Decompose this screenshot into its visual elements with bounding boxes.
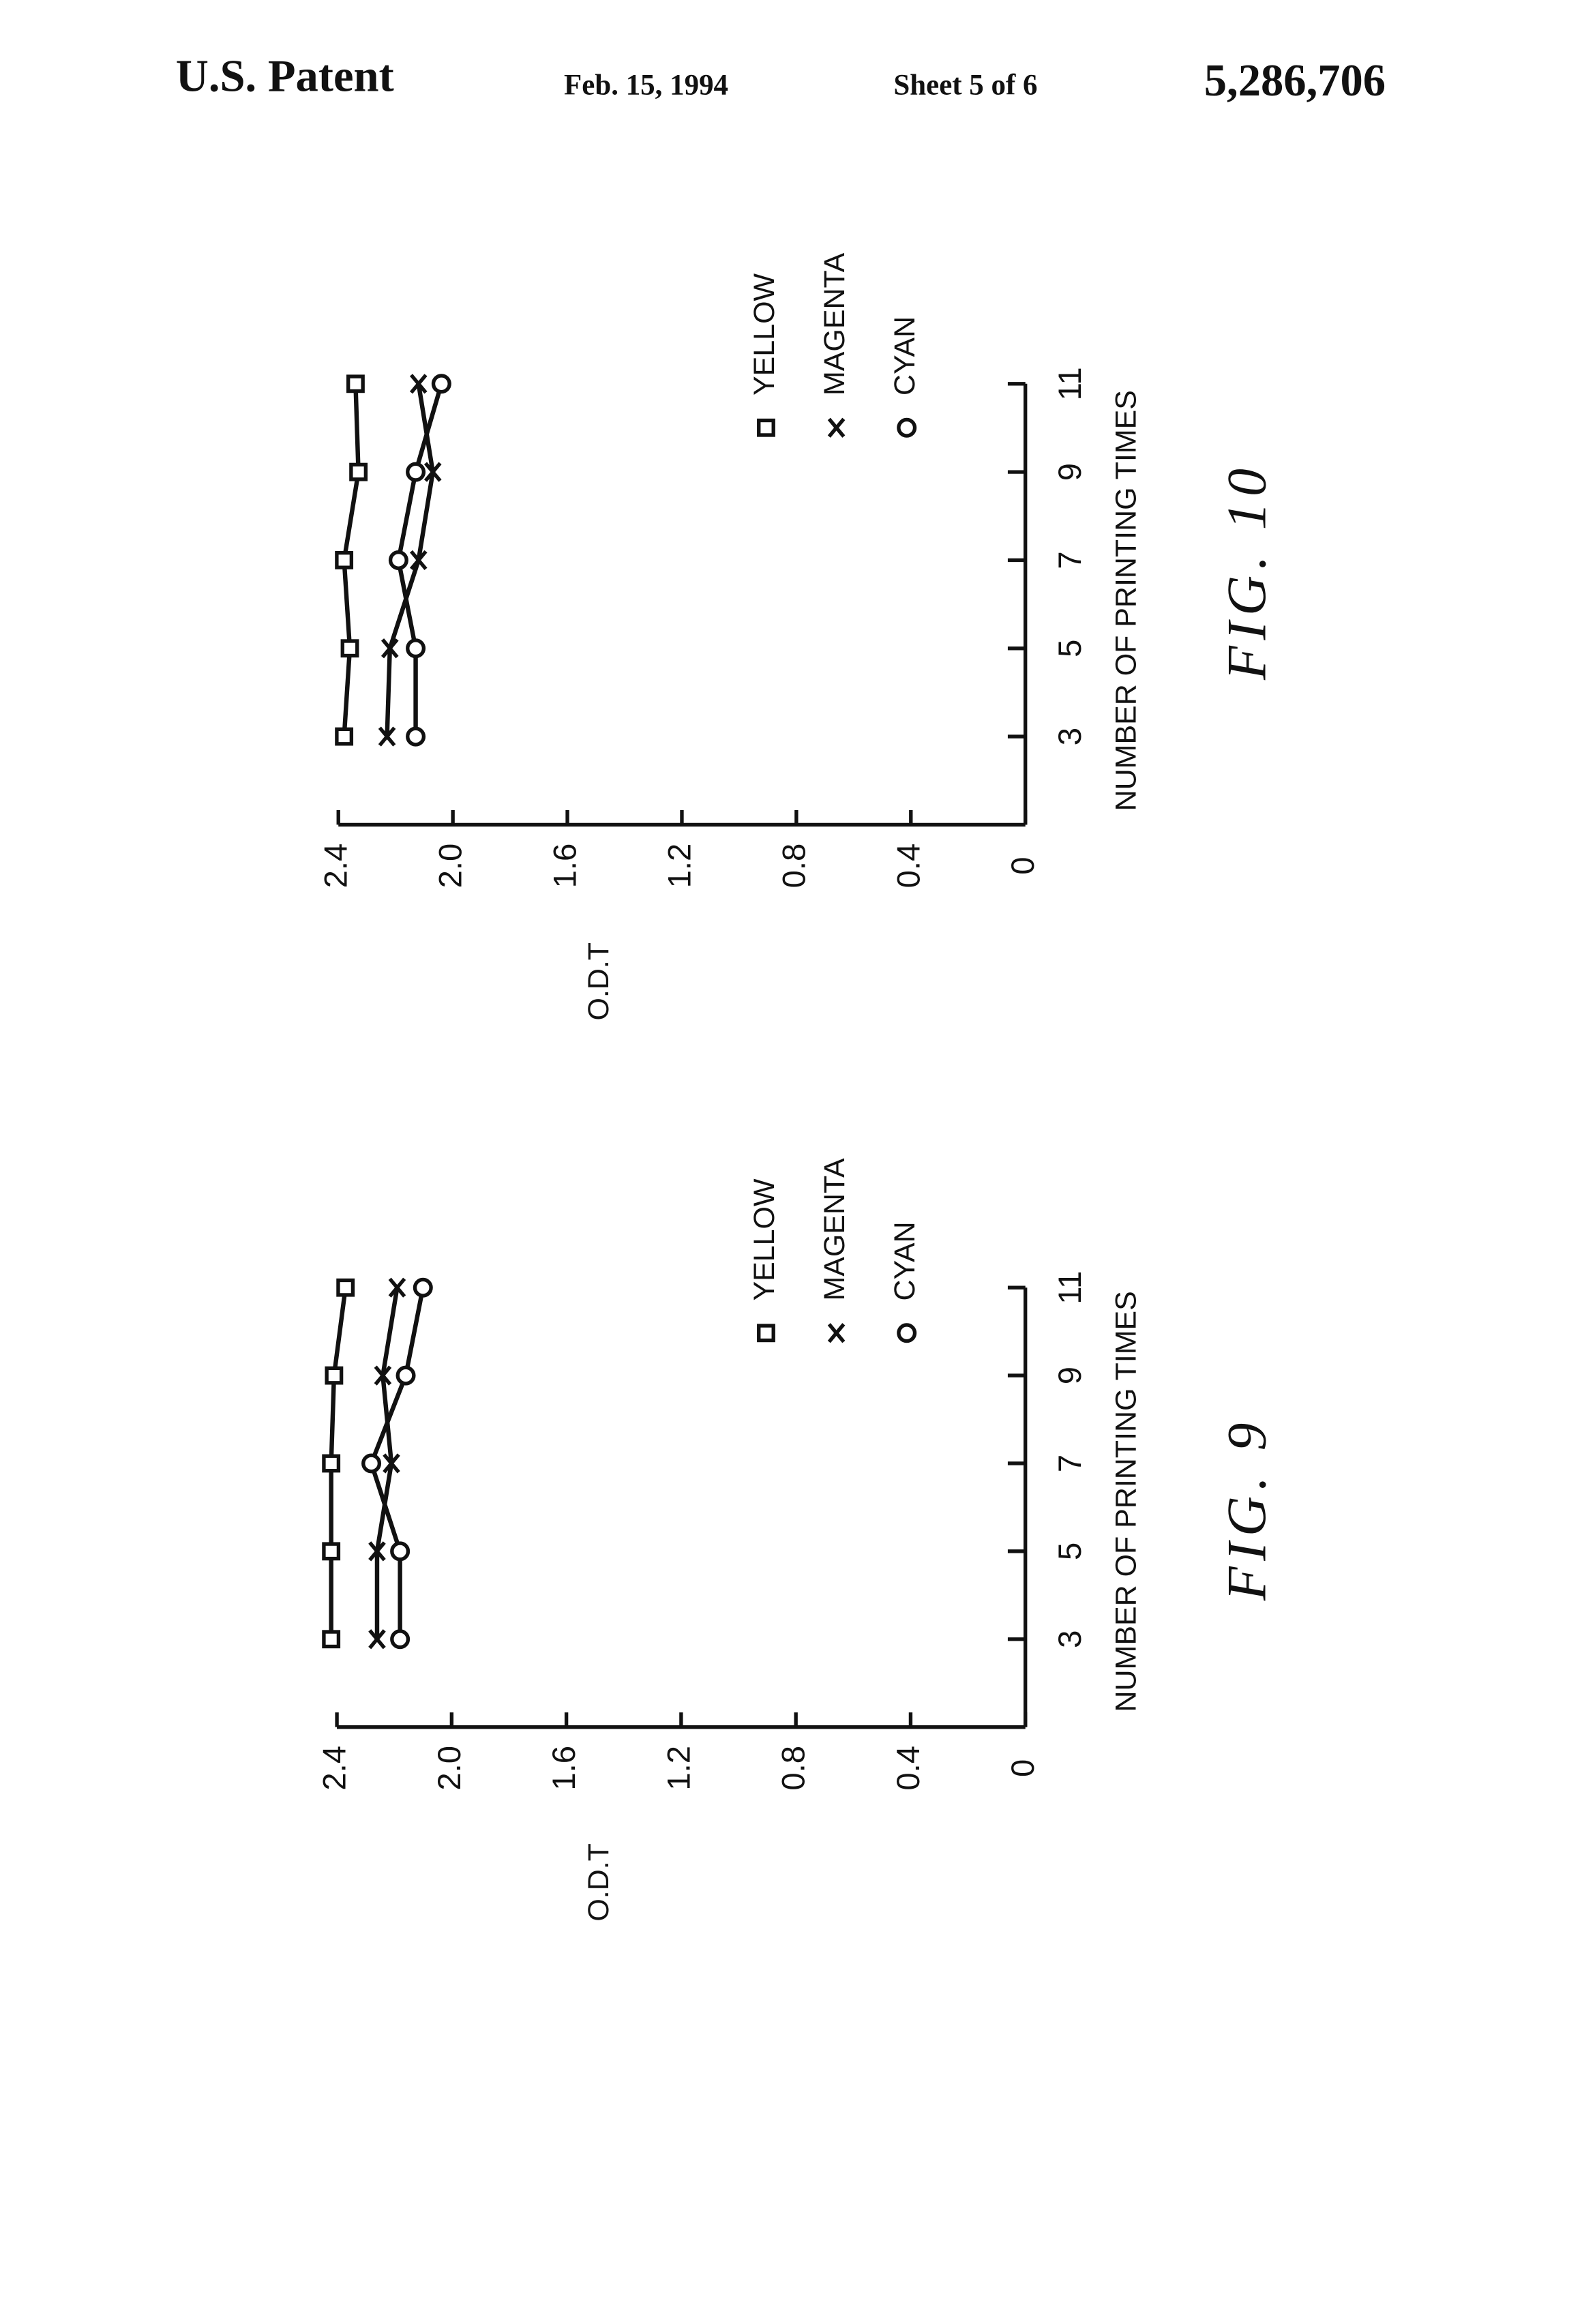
marker-square (324, 1456, 338, 1470)
marker-circle (398, 1367, 414, 1384)
x-tick-label: 7 (1052, 1455, 1088, 1472)
marker-circle (392, 1543, 408, 1560)
x-tick-label: 9 (1052, 463, 1088, 481)
y-tick-label: 1.2 (661, 1746, 697, 1791)
marker-circle (899, 419, 915, 436)
marker-square (338, 1280, 353, 1294)
marker-square (324, 1632, 338, 1646)
legend-label: CYAN (889, 1221, 921, 1300)
y-tick-label: 1.6 (546, 1746, 582, 1791)
marker-circle (408, 464, 424, 480)
y-tick-label: 0.4 (891, 1746, 927, 1791)
patent-label: U.S. Patent (176, 51, 394, 101)
y-tick-label: 2.4 (317, 1746, 353, 1791)
sheet-number: Sheet 5 of 6 (893, 70, 1037, 102)
y-tick-label: 1.2 (661, 844, 698, 889)
legend-label: MAGENTA (818, 252, 851, 396)
x-tick-label: 9 (1052, 1367, 1088, 1384)
legend-label: YELLOW (748, 273, 781, 396)
patent-date: Feb. 15, 1994 (564, 70, 728, 102)
y-axis-title: O.D.T (582, 1843, 615, 1922)
marker-circle (363, 1455, 380, 1472)
x-axis-title: NUMBER OF PRINTING TIMES (1109, 1291, 1142, 1712)
marker-square (759, 1326, 773, 1340)
marker-circle (408, 728, 424, 745)
y-tick-label: 2.4 (318, 844, 355, 889)
marker-square (759, 421, 773, 435)
x-tick-label: 3 (1052, 1630, 1088, 1648)
y-tick-label: 0 (1005, 856, 1041, 874)
legend-label: MAGENTA (818, 1158, 851, 1301)
legend-label: CYAN (889, 316, 921, 396)
marker-square (327, 1368, 341, 1382)
marker-circle (408, 640, 424, 657)
marker-square (337, 553, 351, 567)
y-tick-label: 2.0 (432, 1746, 468, 1791)
marker-square (348, 376, 363, 391)
marker-square (337, 729, 351, 743)
marker-square (351, 464, 365, 479)
x-tick-label: 3 (1052, 728, 1088, 745)
x-tick-label: 7 (1052, 551, 1088, 569)
x-axis-title: NUMBER OF PRINTING TIMES (1109, 390, 1142, 811)
y-tick-label: 2.0 (433, 844, 469, 889)
legend-label: YELLOW (748, 1178, 781, 1300)
figure-label: FIG. 10 (1215, 463, 1277, 681)
marker-square (324, 1544, 338, 1558)
marker-circle (392, 1631, 408, 1648)
marker-circle (415, 1279, 431, 1296)
x-tick-label: 5 (1052, 640, 1088, 657)
x-tick-label: 5 (1052, 1543, 1088, 1560)
marker-circle (434, 376, 450, 392)
x-tick-label: 11 (1052, 367, 1088, 400)
y-tick-label: 0 (1005, 1759, 1041, 1777)
marker-circle (899, 1325, 915, 1341)
marker-circle (391, 552, 407, 569)
marker-square (342, 641, 357, 655)
y-tick-label: 0.4 (891, 844, 927, 889)
x-tick-label: 11 (1052, 1271, 1088, 1305)
y-tick-label: 1.6 (548, 844, 584, 889)
y-axis-title: O.D.T (582, 942, 615, 1021)
figure-label: FIG. 9 (1215, 1417, 1277, 1601)
patent-number: 5,286,706 (1204, 56, 1386, 106)
y-tick-label: 0.8 (776, 844, 812, 889)
y-tick-label: 0.8 (776, 1746, 812, 1791)
